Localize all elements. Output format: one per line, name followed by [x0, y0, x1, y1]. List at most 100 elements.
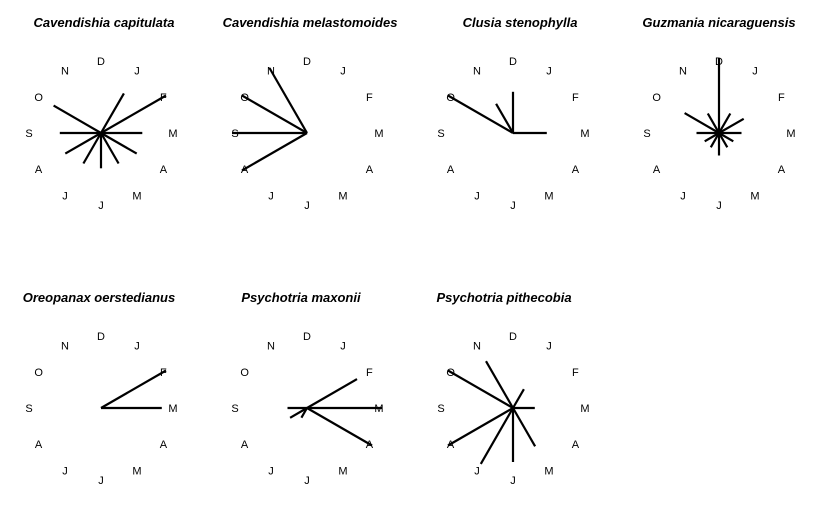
panel-title: Guzmania nicaraguensis: [642, 15, 795, 30]
month-label: N: [267, 341, 275, 353]
month-ray-a-7: [447, 407, 514, 447]
month-label: J: [268, 465, 274, 477]
month-ray-m-4: [718, 132, 729, 148]
month-label: A: [35, 164, 43, 176]
month-label: M: [786, 128, 795, 140]
month-label: O: [652, 92, 661, 104]
month-ray-o-9: [447, 94, 514, 134]
month-label: M: [168, 128, 177, 140]
month-ray-a-3: [100, 132, 138, 155]
radial-panel: Cavendishia melastomoidesJFMAMJJASOND: [223, 15, 398, 212]
month-label: O: [34, 92, 43, 104]
month-label: A: [572, 164, 580, 176]
month-label: D: [303, 331, 311, 343]
month-label: J: [98, 200, 104, 212]
month-label: M: [750, 190, 759, 202]
month-ray-j-6: [479, 407, 514, 465]
month-ray-a-7: [241, 132, 308, 172]
month-ray-f-1: [718, 117, 745, 134]
month-ray-m-4: [100, 132, 120, 165]
month-label: A: [653, 164, 661, 176]
month-label: M: [338, 465, 347, 477]
month-label: O: [240, 367, 249, 379]
month-label: A: [447, 164, 455, 176]
month-label: J: [304, 475, 310, 487]
month-label: N: [61, 341, 69, 353]
radial-panel: Psychotria pithecobiaJFMAMJJASOND: [436, 290, 589, 487]
month-label: S: [231, 403, 238, 415]
panel-title: Psychotria maxonii: [241, 290, 361, 305]
month-ray-o-9: [684, 112, 720, 134]
month-label: J: [98, 475, 104, 487]
month-label: J: [680, 190, 686, 202]
month-label: N: [473, 66, 481, 78]
month-label: F: [572, 92, 579, 104]
month-label: D: [509, 331, 517, 343]
month-label: A: [160, 439, 168, 451]
month-label: A: [241, 439, 249, 451]
month-label: M: [544, 465, 553, 477]
panel-title: Cavendishia melastomoides: [223, 15, 398, 30]
month-label: S: [25, 403, 32, 415]
month-label: M: [132, 190, 141, 202]
radial-panel: Cavendishia capitulataJFMAMJJASOND: [25, 15, 177, 212]
month-ray-a-7: [289, 407, 308, 419]
month-ray-n-10: [268, 67, 308, 134]
month-ray-a-3: [306, 407, 373, 447]
month-label: J: [474, 190, 480, 202]
radial-panel: Psychotria maxoniiJFMAMJJASOND: [231, 290, 383, 487]
month-label: M: [338, 190, 347, 202]
month-ray-m-4: [512, 407, 537, 447]
month-label: S: [437, 128, 444, 140]
month-label: S: [643, 128, 650, 140]
panel-title: Oreopanax oerstedianus: [23, 290, 175, 305]
month-label: N: [61, 66, 69, 78]
month-label: J: [546, 66, 552, 78]
month-label: J: [510, 200, 516, 212]
month-label: J: [340, 341, 346, 353]
month-label: A: [35, 439, 43, 451]
month-label: J: [752, 66, 758, 78]
month-ray-n-10: [706, 112, 720, 134]
month-ray-j-6: [709, 132, 720, 148]
month-label: J: [62, 465, 68, 477]
month-label: A: [778, 164, 786, 176]
month-ray-j-0: [100, 92, 125, 134]
panel-title: Cavendishia capitulata: [34, 15, 175, 30]
month-label: S: [437, 403, 444, 415]
month-ray-j-0: [512, 388, 525, 409]
month-label: M: [374, 128, 383, 140]
month-label: N: [473, 341, 481, 353]
month-label: N: [679, 66, 687, 78]
month-label: D: [97, 56, 105, 68]
month-label: J: [134, 66, 140, 78]
month-label: M: [580, 403, 589, 415]
radial-panel: Oreopanax oerstedianusJFMAMJJASOND: [23, 290, 178, 487]
month-ray-o-9: [447, 369, 514, 409]
month-label: F: [572, 367, 579, 379]
month-label: M: [168, 403, 177, 415]
month-ray-a-7: [704, 132, 720, 143]
month-label: A: [160, 164, 168, 176]
month-label: D: [97, 331, 105, 343]
month-ray-a-7: [64, 132, 102, 155]
month-ray-n-10: [495, 103, 514, 134]
month-label: F: [366, 367, 373, 379]
month-ray-f-1: [100, 369, 167, 409]
month-label: J: [62, 190, 68, 202]
panel-title: Clusia stenophylla: [463, 15, 578, 30]
month-label: J: [510, 475, 516, 487]
month-label: M: [132, 465, 141, 477]
month-label: J: [474, 465, 480, 477]
radial-panel: Guzmania nicaraguensisJFMAMJJASOND: [642, 15, 795, 212]
month-ray-j-0: [718, 112, 732, 134]
month-ray-o-9: [53, 104, 102, 134]
month-label: F: [778, 92, 785, 104]
month-label: J: [134, 341, 140, 353]
month-label: M: [544, 190, 553, 202]
month-label: J: [304, 200, 310, 212]
month-label: J: [716, 200, 722, 212]
month-ray-f-1: [100, 94, 167, 134]
month-label: D: [303, 56, 311, 68]
